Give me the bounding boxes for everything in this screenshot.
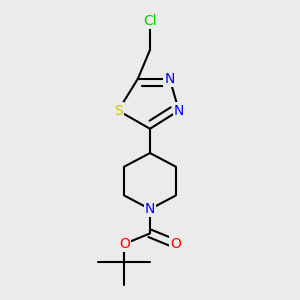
Text: N: N: [174, 103, 184, 118]
Text: N: N: [164, 72, 175, 86]
Text: N: N: [145, 202, 155, 216]
Text: O: O: [170, 237, 181, 251]
Text: O: O: [119, 237, 130, 251]
Text: S: S: [114, 103, 122, 118]
Text: Cl: Cl: [143, 14, 157, 28]
